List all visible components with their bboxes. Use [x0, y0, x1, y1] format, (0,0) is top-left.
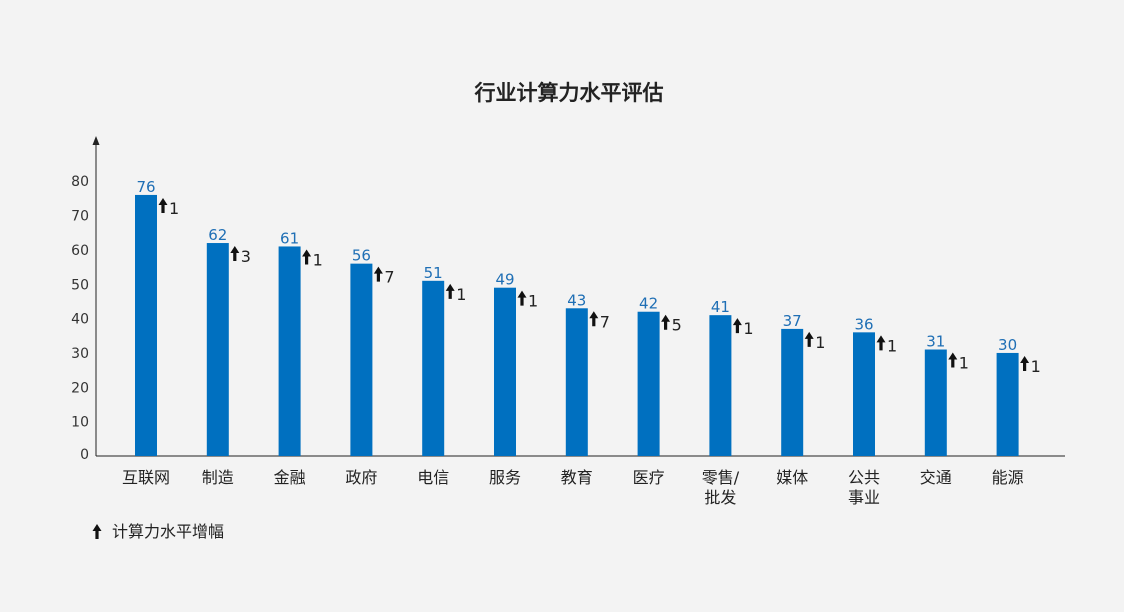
- bar: [206, 243, 229, 456]
- y-axis-ticks: 0 10 20 30 40 50 60 70 80: [71, 174, 89, 463]
- value-label: 30: [998, 336, 1017, 354]
- increase-label: 1: [456, 285, 466, 304]
- category-label: 能源: [992, 468, 1024, 487]
- increase-labels: 13 171 17 5 11 11 1: [158, 197, 1041, 376]
- bar: [135, 194, 157, 456]
- value-label: 41: [711, 298, 730, 316]
- y-tick-label: 80: [71, 174, 89, 190]
- value-label: 36: [854, 315, 873, 333]
- up-arrow-icon: [1020, 355, 1030, 371]
- increase-label: 1: [815, 333, 825, 352]
- value-label: 31: [926, 333, 945, 351]
- increase-label: 3: [241, 247, 251, 266]
- category-label: 服务: [489, 468, 521, 487]
- y-tick-label: 60: [71, 243, 89, 259]
- category-label: 批发: [704, 488, 736, 507]
- bar: [278, 246, 301, 456]
- category-label: 交通: [920, 468, 952, 487]
- increase-label: 1: [959, 354, 969, 373]
- category-label: 金融: [274, 468, 306, 487]
- value-label: 76: [136, 178, 155, 196]
- increase-label: 5: [672, 316, 682, 335]
- bar: [637, 311, 660, 456]
- up-arrow-icon: [92, 524, 102, 539]
- bar: [781, 328, 804, 456]
- y-axis-arrow-icon: [92, 136, 100, 145]
- up-arrow-icon: [302, 249, 312, 265]
- value-label: 49: [495, 271, 514, 289]
- bar: [350, 263, 373, 456]
- bar: [422, 280, 445, 456]
- bars: [135, 194, 1019, 456]
- category-label: 媒体: [776, 468, 808, 487]
- up-arrow-icon: [589, 311, 599, 327]
- bar: [565, 308, 588, 456]
- y-tick-label: 40: [71, 312, 89, 328]
- y-tick-label: 30: [71, 346, 89, 362]
- category-label: 制造: [202, 468, 234, 487]
- category-label: 零售/: [702, 468, 740, 487]
- up-arrow-icon: [661, 314, 671, 330]
- bar: [996, 352, 1019, 456]
- value-label: 56: [352, 247, 371, 265]
- y-tick-label: 20: [71, 380, 89, 396]
- category-label: 政府: [345, 468, 377, 487]
- category-label: 公共: [848, 468, 880, 487]
- y-tick-label: 50: [71, 277, 89, 293]
- value-label: 62: [208, 226, 227, 244]
- up-arrow-icon: [732, 318, 742, 334]
- increase-label: 1: [743, 319, 753, 338]
- category-label: 事业: [848, 488, 880, 507]
- bar: [494, 287, 516, 456]
- value-label: 37: [783, 312, 802, 330]
- up-arrow-icon: [445, 283, 455, 299]
- category-label: 教育: [561, 468, 593, 487]
- value-label: 42: [639, 295, 658, 313]
- up-arrow-icon: [876, 335, 886, 351]
- up-arrow-icon: [373, 266, 383, 282]
- up-arrow-icon: [517, 290, 527, 306]
- category-label: 医疗: [633, 468, 665, 487]
- category-label: 互联网: [122, 468, 170, 487]
- y-tick-label: 10: [71, 415, 89, 431]
- increase-label: 7: [384, 268, 394, 287]
- increase-label: 1: [1031, 357, 1041, 376]
- increase-label: 1: [528, 292, 538, 311]
- bar: [924, 349, 947, 456]
- legend-label: 计算力水平增幅: [112, 522, 224, 541]
- bar: [709, 315, 732, 456]
- increase-label: 7: [600, 312, 610, 331]
- up-arrow-icon: [158, 197, 168, 213]
- bar: [853, 332, 875, 456]
- category-label: 电信: [417, 468, 449, 487]
- y-tick-label: 0: [80, 447, 89, 463]
- up-arrow-icon: [948, 352, 958, 368]
- up-arrow-icon: [230, 246, 240, 262]
- y-tick-label: 70: [71, 209, 89, 225]
- chart-title: 行业计算力水平评估: [474, 81, 664, 105]
- increase-label: 1: [169, 199, 179, 218]
- increase-label: 1: [887, 336, 897, 355]
- value-label: 43: [567, 291, 586, 309]
- legend: 计算力水平增幅: [92, 522, 224, 541]
- up-arrow-icon: [804, 331, 814, 347]
- value-label: 51: [424, 264, 443, 282]
- value-label: 61: [280, 229, 299, 247]
- increase-label: 1: [313, 250, 323, 269]
